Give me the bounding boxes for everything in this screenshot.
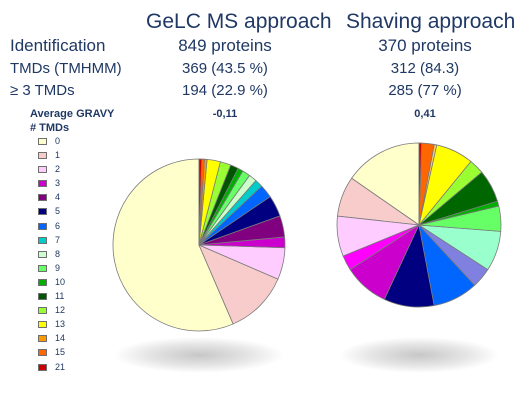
pie-slice-21 bbox=[418, 142, 422, 226]
legend-item: 6 bbox=[38, 221, 98, 235]
legend-swatch bbox=[38, 278, 47, 286]
legend-item: 12 bbox=[38, 305, 98, 319]
pie-slice-0 bbox=[351, 142, 420, 226]
legend-item: 13 bbox=[38, 319, 98, 333]
legend-swatch bbox=[38, 152, 47, 160]
legend-label: 10 bbox=[55, 276, 66, 287]
legend-swatch bbox=[38, 250, 47, 258]
shaving-3tmds-value: 285 (77 %) bbox=[388, 82, 462, 99]
legend-label: 9 bbox=[55, 262, 61, 273]
legend-label: 5 bbox=[55, 206, 61, 217]
legend-label: 11 bbox=[55, 291, 65, 302]
legend-swatch bbox=[38, 335, 47, 343]
row-label-identification: Identification bbox=[10, 36, 106, 55]
legend-title: # TMDs bbox=[30, 122, 70, 134]
legend-swatch bbox=[38, 208, 47, 216]
legend-label: 6 bbox=[55, 220, 61, 231]
gelc-header: GeLC MS approach bbox=[146, 10, 332, 33]
legend-label: 13 bbox=[55, 319, 66, 330]
gelc-gravy-value: -0,11 bbox=[212, 108, 238, 120]
legend-swatch bbox=[38, 363, 47, 371]
legend-item: 3 bbox=[38, 178, 98, 192]
legend-swatch bbox=[38, 222, 47, 230]
legend-label: 8 bbox=[55, 248, 61, 259]
row-label-tmds: TMDs (TMHMM) bbox=[10, 60, 122, 77]
row-label-3tmds: ≥ 3 TMDs bbox=[10, 82, 75, 99]
legend-item: 5 bbox=[38, 206, 98, 220]
legend-item: 11 bbox=[38, 291, 98, 305]
gelc-pie-shadow bbox=[114, 337, 284, 373]
legend-label: 0 bbox=[55, 136, 61, 146]
legend-swatch bbox=[38, 166, 47, 174]
legend-swatch bbox=[38, 138, 47, 145]
gelc-tmds-value: 369 (43.5 %) bbox=[182, 60, 268, 77]
legend-label: 2 bbox=[55, 164, 61, 175]
legend-item: 14 bbox=[38, 333, 98, 347]
legend-item: 15 bbox=[38, 347, 98, 361]
legend-swatch bbox=[38, 194, 47, 202]
shaving-header: Shaving approach bbox=[346, 10, 516, 33]
legend-label: 21 bbox=[55, 361, 66, 372]
legend-swatch bbox=[38, 349, 47, 357]
legend-swatch bbox=[38, 307, 47, 315]
pie-slice-0 bbox=[112, 158, 234, 332]
shaving-gravy-value: 0,41 bbox=[414, 108, 436, 120]
gelc-3tmds-value: 194 (22.9 %) bbox=[182, 82, 268, 99]
legend-label: 12 bbox=[55, 305, 66, 316]
row-label-gravy: Average GRAVY bbox=[30, 108, 115, 120]
legend-swatch bbox=[38, 180, 47, 188]
legend-label: 4 bbox=[55, 192, 61, 203]
legend-swatch bbox=[38, 236, 47, 244]
legend-swatch bbox=[38, 293, 47, 301]
legend-label: 15 bbox=[55, 347, 66, 358]
legend-item: 0 bbox=[38, 136, 98, 150]
legend-item: 4 bbox=[38, 192, 98, 206]
legend-item: 9 bbox=[38, 263, 98, 277]
legend-item: 21 bbox=[38, 362, 98, 376]
legend-item: 2 bbox=[38, 164, 98, 178]
legend-label: 1 bbox=[55, 150, 61, 161]
gelc-pie bbox=[112, 158, 286, 332]
legend-swatch bbox=[38, 321, 47, 329]
shaving-pie bbox=[336, 142, 502, 308]
gelc-identification-value: 849 proteins bbox=[178, 36, 272, 55]
legend-item: 7 bbox=[38, 235, 98, 249]
legend-item: 1 bbox=[38, 150, 98, 164]
pie-slice-21 bbox=[198, 158, 203, 246]
legend-label: 7 bbox=[55, 234, 61, 245]
shaving-pie-shadow bbox=[339, 337, 499, 373]
legend-swatch bbox=[38, 264, 47, 272]
legend: 0 1 2 3 4 5 6 7 8 9 10 11 12 13 14 15 21 bbox=[38, 136, 98, 376]
legend-item: 8 bbox=[38, 249, 98, 263]
legend-label: 3 bbox=[55, 178, 61, 189]
legend-item: 10 bbox=[38, 277, 98, 291]
shaving-identification-value: 370 proteins bbox=[378, 36, 472, 55]
legend-label: 14 bbox=[55, 333, 66, 344]
pie-slice-1 bbox=[198, 244, 279, 325]
shaving-tmds-value: 312 (84.3) bbox=[390, 60, 460, 77]
